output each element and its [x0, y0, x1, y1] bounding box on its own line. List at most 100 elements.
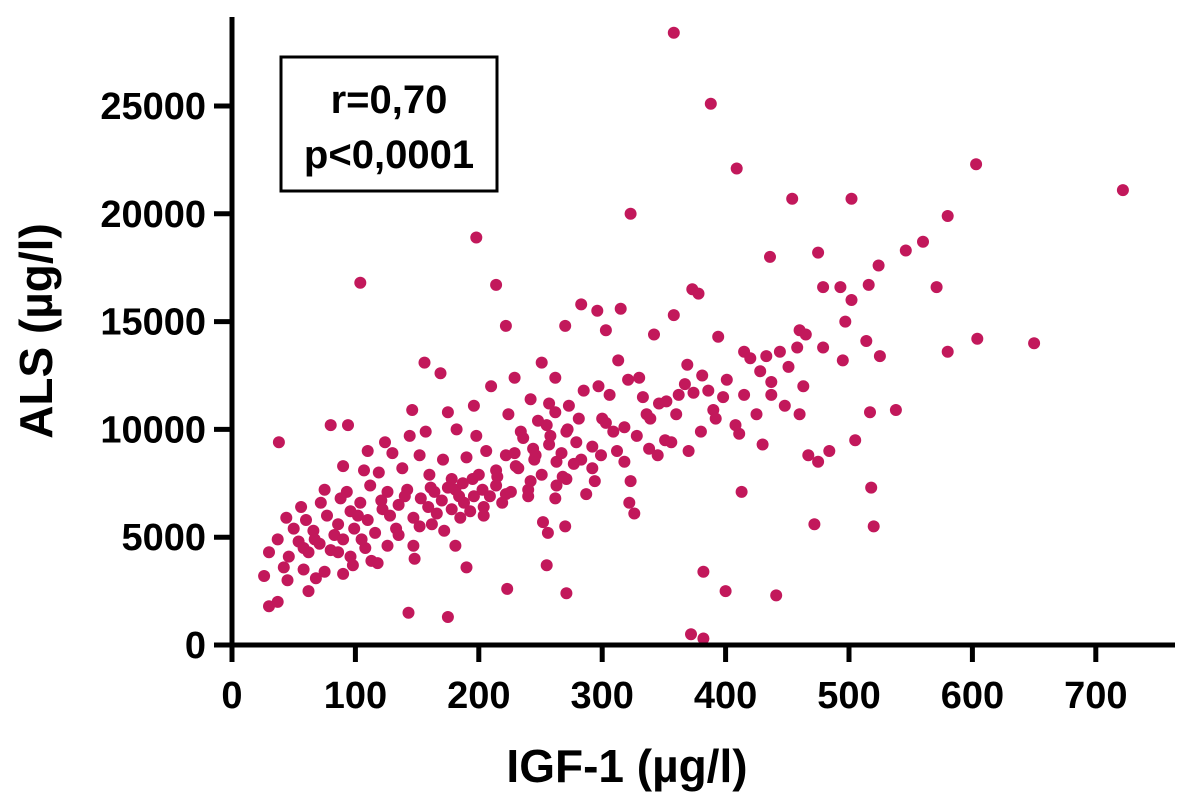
data-point: [667, 309, 680, 322]
data-point: [1116, 184, 1129, 197]
data-point: [508, 447, 521, 460]
data-point: [560, 587, 573, 600]
data-point: [324, 419, 337, 432]
data-point: [460, 561, 473, 574]
x-axis-title: IGF-1 (µg/l): [506, 740, 747, 792]
data-point: [612, 354, 625, 367]
data-point: [425, 518, 438, 531]
data-point: [860, 335, 873, 347]
data-point: [541, 526, 554, 539]
data-point: [396, 462, 409, 475]
y-tick-label: 25000: [100, 86, 206, 128]
data-point: [670, 408, 683, 421]
data-points: [258, 26, 1129, 645]
data-point: [361, 514, 374, 526]
data-point: [786, 192, 799, 205]
data-point: [872, 259, 885, 272]
annotation-r-value: r=0,70: [331, 78, 448, 122]
data-point: [398, 490, 411, 503]
data-point: [522, 490, 535, 503]
data-point: [586, 462, 599, 475]
data-point: [406, 404, 419, 416]
data-point: [697, 565, 710, 578]
data-point: [346, 559, 359, 572]
data-point: [460, 451, 473, 464]
data-point: [419, 425, 432, 438]
data-point: [709, 412, 722, 425]
data-point: [342, 419, 354, 432]
data-point: [418, 356, 431, 369]
y-tick-label: 15000: [100, 302, 206, 344]
data-point: [729, 419, 742, 432]
data-point: [678, 378, 691, 391]
data-point: [535, 468, 548, 481]
data-point: [386, 447, 399, 460]
data-point: [696, 369, 709, 382]
annotation-box: [279, 55, 499, 193]
data-point: [263, 546, 275, 559]
data-point: [351, 509, 364, 522]
data-point: [544, 429, 557, 442]
data-point: [823, 445, 836, 457]
data-point: [867, 520, 880, 533]
data-point: [555, 447, 568, 460]
data-point: [371, 557, 384, 570]
data-point: [449, 539, 462, 552]
data-point: [864, 406, 876, 419]
data-point: [704, 97, 717, 110]
data-point: [572, 412, 585, 425]
data-point: [381, 485, 394, 498]
data-point: [685, 628, 697, 641]
data-point: [450, 423, 463, 436]
data-point: [623, 496, 636, 509]
data-point: [302, 585, 315, 598]
data-point: [778, 399, 791, 412]
data-point: [595, 449, 607, 462]
data-point: [899, 244, 912, 257]
data-point: [738, 388, 751, 401]
data-point: [845, 192, 858, 205]
data-point: [591, 304, 604, 317]
data-point: [845, 294, 858, 306]
data-point: [501, 582, 514, 595]
data-point: [570, 436, 583, 449]
data-point: [660, 395, 673, 408]
data-point: [392, 529, 405, 541]
data-point: [611, 445, 623, 457]
data-point: [508, 371, 521, 384]
data-point: [438, 524, 451, 537]
x-tick-label: 300: [570, 675, 633, 717]
data-point: [849, 434, 862, 447]
data-point: [358, 464, 370, 477]
axes: [229, 17, 1175, 648]
data-point: [282, 550, 295, 563]
data-point: [624, 475, 637, 488]
data-point: [562, 399, 575, 412]
data-point: [1028, 337, 1041, 350]
data-point: [348, 522, 361, 535]
data-point: [648, 328, 660, 341]
data-point: [297, 563, 310, 576]
data-point: [873, 350, 886, 363]
data-point: [586, 440, 599, 453]
data-point: [862, 278, 875, 291]
data-point: [379, 436, 391, 449]
data-point: [834, 281, 847, 294]
data-point: [532, 414, 544, 427]
data-point: [618, 455, 631, 468]
data-point: [297, 542, 310, 554]
data-point: [490, 278, 503, 291]
data-point: [524, 475, 537, 488]
data-point: [318, 565, 331, 578]
data-point: [456, 477, 469, 490]
data-point: [271, 595, 284, 608]
data-point: [403, 429, 416, 442]
data-point: [537, 516, 549, 529]
x-tick-label: 200: [447, 675, 510, 717]
data-point: [750, 408, 763, 421]
data-point: [414, 492, 427, 505]
data-point: [889, 404, 902, 416]
data-point: [413, 449, 426, 462]
data-point: [309, 572, 322, 585]
